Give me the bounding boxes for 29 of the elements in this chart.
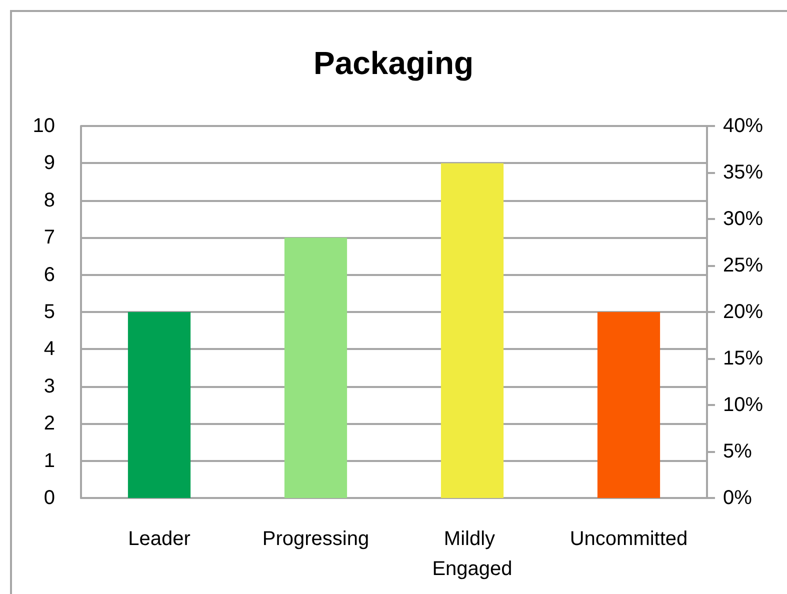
y-tick-label: 0 bbox=[44, 487, 55, 509]
bar bbox=[284, 238, 348, 498]
x-tick-label: Uncommitted bbox=[570, 528, 688, 550]
bar bbox=[128, 312, 191, 498]
y2-tick-label: 10% bbox=[723, 394, 764, 416]
y-tick-label: 2 bbox=[44, 412, 55, 435]
x-tick-label: Leader bbox=[128, 528, 191, 550]
bar bbox=[597, 312, 660, 498]
y2-tick-label: 30% bbox=[723, 208, 764, 230]
x-tick-label: Progressing bbox=[262, 528, 370, 550]
y2-tick-label: 5% bbox=[723, 440, 752, 462]
y-tick-label: 10 bbox=[32, 115, 55, 137]
y2-tick-label: 15% bbox=[723, 348, 764, 370]
y-tick-label: 5 bbox=[44, 301, 55, 323]
y-tick-label: 3 bbox=[44, 375, 55, 398]
y-tick-label: 1 bbox=[44, 450, 55, 472]
y2-tick-label: 35% bbox=[723, 162, 764, 184]
y-tick-label: 4 bbox=[44, 338, 55, 360]
chart-title: Packaging bbox=[313, 45, 474, 81]
y-tick-label: 6 bbox=[44, 264, 55, 286]
y2-tick-label: 40% bbox=[723, 115, 764, 137]
x-tick-label: Mildly Engaged bbox=[432, 528, 512, 580]
y-tick-label: 9 bbox=[44, 152, 55, 174]
y2-tick-label: 0% bbox=[723, 487, 752, 509]
y-tick-label: 8 bbox=[44, 189, 55, 212]
bar bbox=[440, 163, 504, 498]
y2-tick-label: 20% bbox=[723, 301, 764, 323]
y2-tick-label: 25% bbox=[723, 254, 764, 276]
y-tick-label: 7 bbox=[44, 226, 55, 249]
